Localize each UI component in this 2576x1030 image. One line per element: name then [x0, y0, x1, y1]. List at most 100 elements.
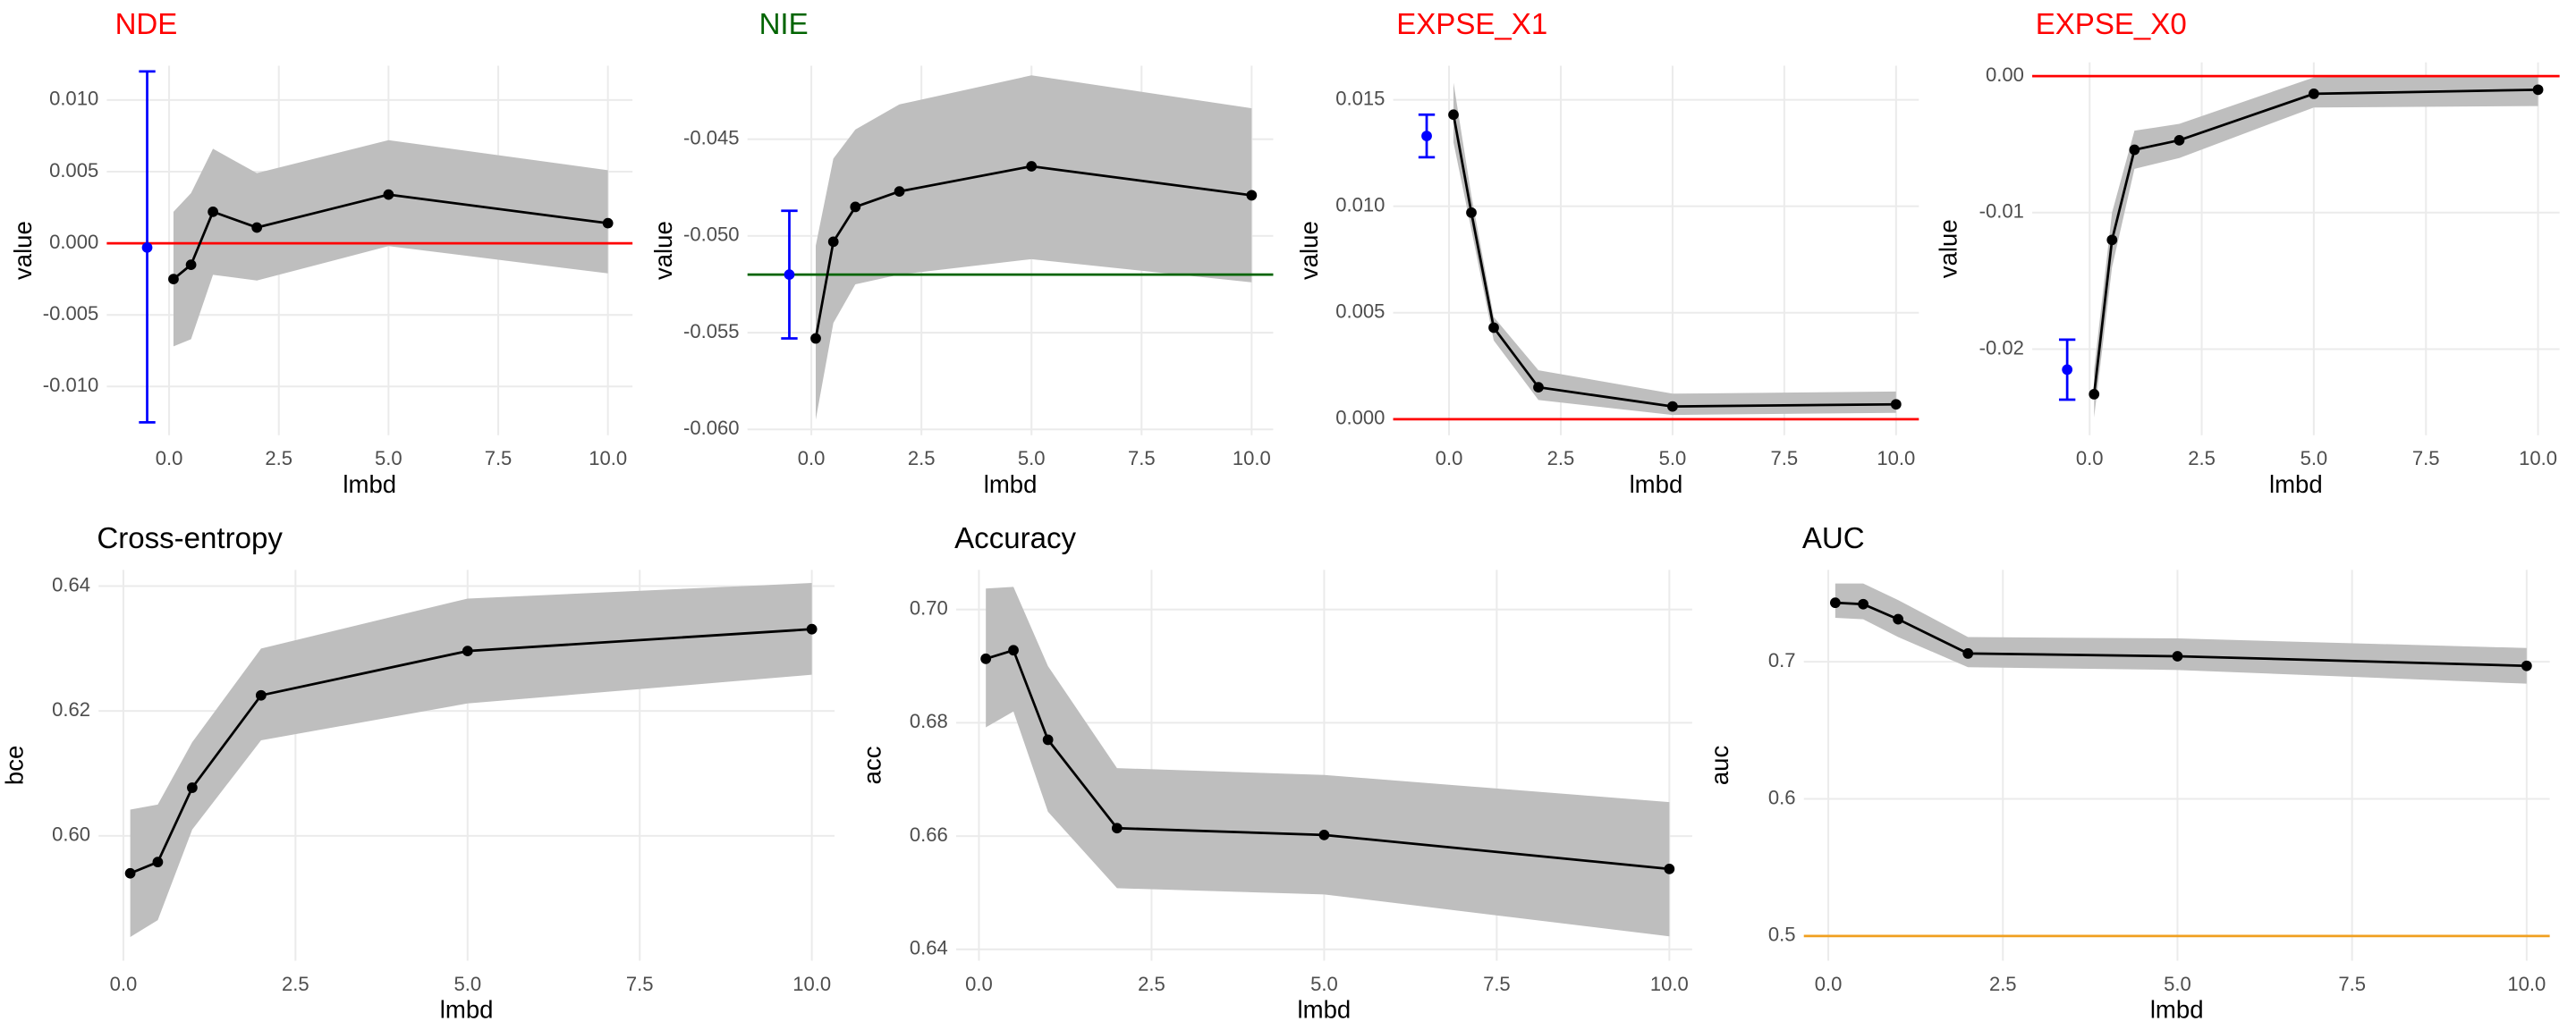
x-tick-label: 7.5: [1483, 973, 1511, 995]
y-tick-label: 0.6: [1768, 786, 1796, 808]
point: [1533, 382, 1544, 393]
point: [810, 333, 821, 344]
point: [1858, 598, 1868, 610]
chart-title: EXPSE_X1: [1396, 8, 1547, 41]
x-axis-label: lmbd: [1298, 996, 1352, 1024]
point: [2129, 144, 2140, 156]
chart-title: NDE: [115, 8, 178, 41]
x-tick-label: 5.0: [2301, 447, 2328, 469]
chart-title: Accuracy: [954, 522, 1076, 555]
y-axis-label: acc: [858, 746, 886, 784]
x-axis-label: lmbd: [440, 996, 494, 1024]
point: [1962, 648, 1974, 659]
x-tick-label: 5.0: [1018, 447, 1046, 469]
point: [187, 782, 198, 793]
reference-point: [2062, 364, 2073, 376]
point: [1829, 597, 1841, 609]
confidence-band: [2094, 76, 2538, 418]
x-tick-label: 7.5: [485, 447, 513, 469]
x-tick-label: 2.5: [1138, 973, 1165, 995]
x-tick-label: 2.5: [1989, 973, 2017, 995]
y-tick-label: -0.060: [683, 417, 739, 439]
x-tick-label: 10.0: [1877, 447, 1915, 469]
x-tick-label: 5.0: [453, 973, 481, 995]
y-tick-label: 0.005: [1335, 300, 1385, 323]
confidence-band: [1453, 82, 1896, 416]
y-tick-label: -0.010: [43, 374, 98, 396]
point: [185, 259, 197, 270]
x-tick-label: 2.5: [1547, 447, 1575, 469]
y-tick-label: 0.60: [52, 823, 90, 846]
point: [602, 217, 614, 229]
x-tick-label: 7.5: [626, 973, 654, 995]
point: [1667, 401, 1678, 412]
point: [827, 236, 839, 248]
point: [894, 186, 905, 197]
point: [2089, 389, 2100, 400]
line: [1452, 114, 1896, 408]
point: [251, 222, 263, 233]
x-tick-label: 10.0: [2519, 447, 2557, 469]
y-tick-label: 0.64: [52, 573, 90, 595]
x-tick-label: 5.0: [375, 447, 402, 469]
x-tick-label: 5.0: [1310, 973, 1338, 995]
x-tick-label: 2.5: [282, 973, 309, 995]
chart-title: Cross-entropy: [97, 522, 283, 555]
y-tick-label: 0.015: [1335, 87, 1385, 109]
x-tick-label: 2.5: [908, 447, 936, 469]
y-tick-label: 0.000: [49, 231, 98, 253]
point: [1246, 190, 1258, 201]
x-tick-label: 2.5: [2188, 447, 2216, 469]
y-tick-label: -0.005: [43, 302, 98, 325]
x-tick-label: 0.0: [965, 973, 993, 995]
x-tick-label: 0.0: [1815, 973, 1843, 995]
point: [124, 867, 136, 879]
y-tick-label: 0.5: [1768, 924, 1796, 946]
point: [2174, 134, 2185, 146]
confidence-band: [816, 75, 1252, 420]
point: [1008, 645, 1019, 656]
point: [2106, 234, 2118, 246]
reference-point: [141, 242, 153, 253]
y-tick-label: 0.70: [910, 597, 948, 620]
point: [2532, 84, 2544, 96]
y-axis-label: bce: [1, 746, 29, 785]
y-tick-label: 0.005: [49, 159, 98, 182]
point: [1026, 161, 1038, 172]
point: [850, 201, 861, 213]
x-axis-label: lmbd: [2269, 470, 2323, 498]
point: [1466, 207, 1477, 218]
y-tick-label: 0.7: [1768, 649, 1796, 671]
confidence-band: [130, 583, 812, 937]
x-axis-label: lmbd: [343, 470, 396, 498]
point: [2521, 660, 2532, 671]
y-axis-label: value: [9, 221, 37, 280]
reference-point: [1421, 131, 1432, 141]
y-tick-label: 0.64: [910, 937, 948, 959]
x-tick-label: 10.0: [589, 447, 627, 469]
point: [168, 274, 179, 285]
point: [806, 623, 818, 635]
y-tick-label: -0.02: [1979, 336, 2024, 359]
point: [1448, 109, 1459, 121]
x-tick-label: 5.0: [1659, 447, 1687, 469]
point: [462, 646, 473, 657]
x-tick-label: 10.0: [2507, 973, 2546, 995]
y-axis-label: value: [1295, 221, 1323, 280]
y-axis-label: auc: [1706, 745, 1733, 785]
x-tick-label: 5.0: [2164, 973, 2191, 995]
x-tick-label: 0.0: [110, 973, 138, 995]
point: [255, 689, 267, 701]
point: [1042, 734, 1054, 746]
y-tick-label: 0.68: [910, 710, 948, 732]
x-tick-label: 0.0: [156, 447, 183, 469]
line: [814, 165, 1252, 339]
y-tick-label: -0.01: [1979, 200, 2024, 223]
y-tick-label: -0.050: [683, 224, 739, 246]
point: [2172, 651, 2183, 662]
x-tick-label: 10.0: [792, 973, 831, 995]
line: [2092, 88, 2538, 395]
y-tick-label: 0.62: [52, 698, 90, 721]
confidence-band: [1835, 583, 2527, 684]
